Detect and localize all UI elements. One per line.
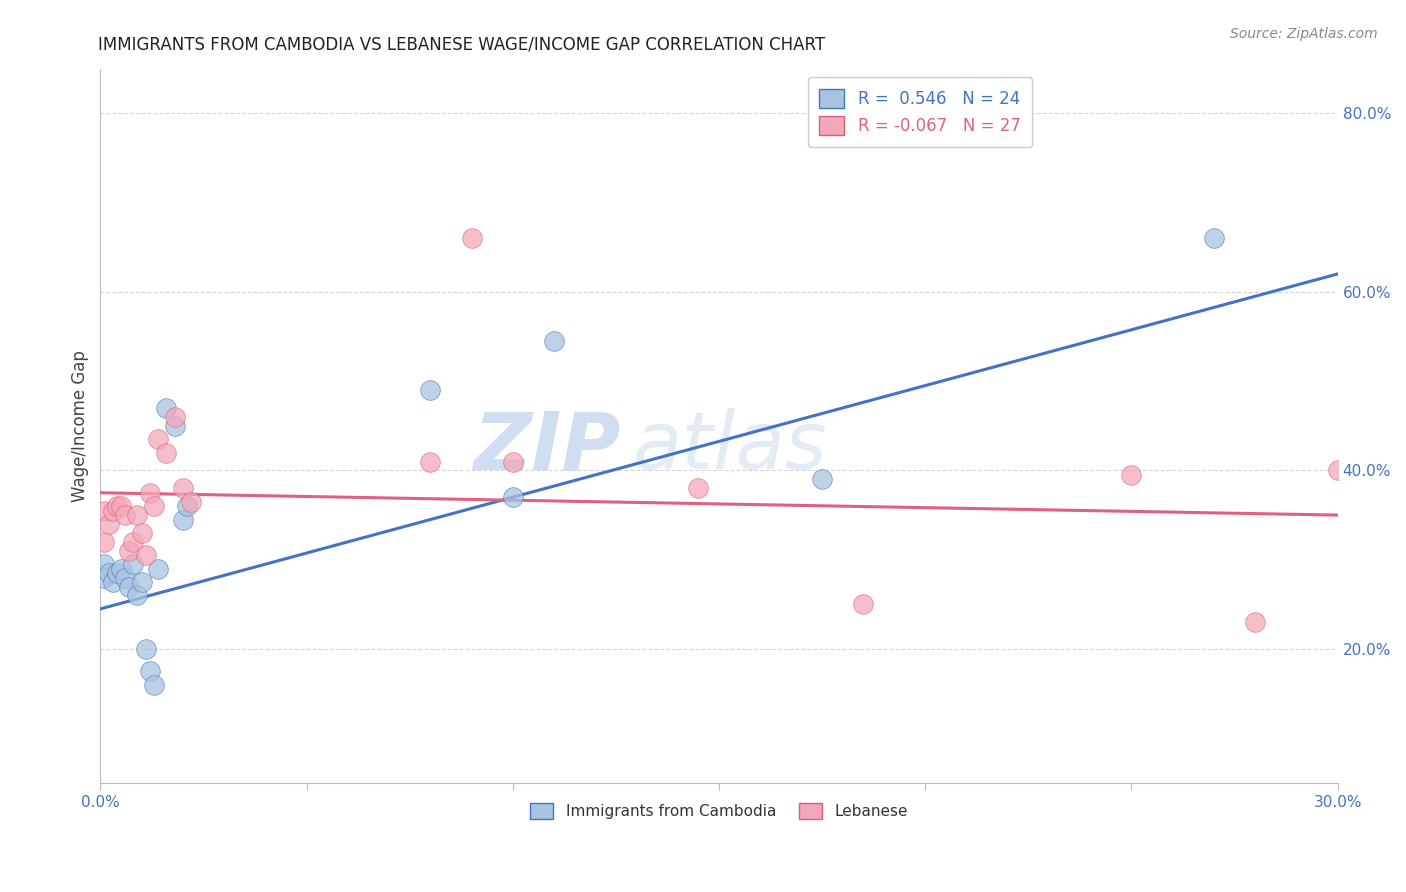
Point bbox=[143, 678, 166, 692]
Point bbox=[97, 516, 120, 531]
Point bbox=[93, 571, 115, 585]
Point bbox=[127, 508, 149, 522]
Point bbox=[146, 432, 169, 446]
Point bbox=[110, 562, 132, 576]
Point bbox=[1244, 615, 1267, 630]
Point bbox=[146, 562, 169, 576]
Text: IMMIGRANTS FROM CAMBODIA VS LEBANESE WAGE/INCOME GAP CORRELATION CHART: IMMIGRANTS FROM CAMBODIA VS LEBANESE WAG… bbox=[98, 36, 825, 54]
Point bbox=[811, 472, 834, 486]
Text: ZIP: ZIP bbox=[472, 409, 620, 486]
Point bbox=[172, 481, 194, 495]
Point bbox=[1202, 231, 1225, 245]
Point bbox=[139, 665, 162, 679]
Point bbox=[110, 499, 132, 513]
Point bbox=[127, 589, 149, 603]
Point bbox=[93, 503, 115, 517]
Legend: Immigrants from Cambodia, Lebanese: Immigrants from Cambodia, Lebanese bbox=[524, 797, 914, 825]
Point bbox=[114, 508, 136, 522]
Point bbox=[93, 558, 115, 572]
Point bbox=[502, 490, 524, 504]
Point bbox=[688, 481, 710, 495]
Point bbox=[180, 494, 202, 508]
Point bbox=[419, 454, 441, 468]
Point bbox=[122, 534, 145, 549]
Point bbox=[1326, 463, 1348, 477]
Point bbox=[131, 575, 153, 590]
Point bbox=[101, 503, 124, 517]
Point bbox=[101, 575, 124, 590]
Point bbox=[172, 512, 194, 526]
Point bbox=[852, 598, 875, 612]
Point bbox=[135, 642, 157, 657]
Point bbox=[1121, 467, 1143, 482]
Point bbox=[163, 418, 186, 433]
Point bbox=[105, 499, 128, 513]
Y-axis label: Wage/Income Gap: Wage/Income Gap bbox=[72, 350, 89, 501]
Point bbox=[118, 580, 141, 594]
Point bbox=[143, 499, 166, 513]
Point bbox=[122, 558, 145, 572]
Text: atlas: atlas bbox=[633, 409, 827, 486]
Text: Source: ZipAtlas.com: Source: ZipAtlas.com bbox=[1230, 27, 1378, 41]
Point bbox=[97, 566, 120, 581]
Point bbox=[105, 566, 128, 581]
Point bbox=[139, 485, 162, 500]
Point bbox=[93, 534, 115, 549]
Point bbox=[118, 544, 141, 558]
Point bbox=[176, 499, 198, 513]
Point bbox=[155, 445, 177, 459]
Point bbox=[460, 231, 482, 245]
Point bbox=[502, 454, 524, 468]
Point bbox=[135, 549, 157, 563]
Point bbox=[155, 401, 177, 415]
Point bbox=[419, 383, 441, 397]
Point bbox=[131, 525, 153, 540]
Point bbox=[114, 571, 136, 585]
Point bbox=[163, 409, 186, 424]
Point bbox=[543, 334, 565, 348]
